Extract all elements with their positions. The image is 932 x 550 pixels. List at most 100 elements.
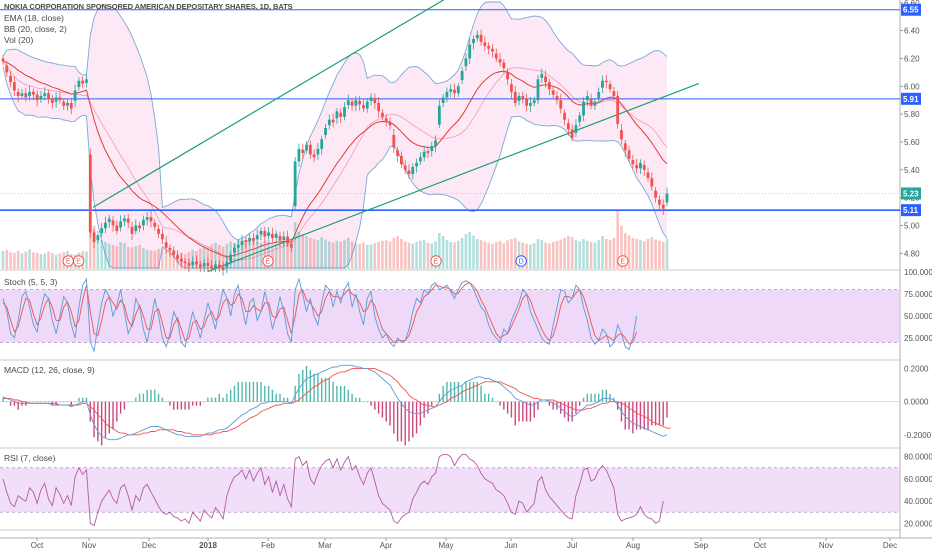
- volume-bar: [658, 240, 661, 269]
- stoch-tick-label: 50.0000: [904, 312, 932, 321]
- macd-tick-label: 0.0000: [904, 398, 929, 407]
- candle-body: [85, 79, 88, 83]
- ema-line: [2, 60, 668, 257]
- macd-histogram-bar: [427, 401, 429, 414]
- volume-bar: [593, 242, 597, 269]
- macd-histogram-bar: [207, 397, 209, 402]
- event-marker: E: [430, 255, 442, 267]
- macd-histogram-bar: [222, 397, 224, 402]
- candle-body: [437, 105, 441, 125]
- candle-body: [551, 90, 555, 95]
- macd-histogram-bar: [544, 401, 547, 403]
- candle-body: [339, 112, 343, 117]
- candle-body: [255, 235, 259, 240]
- time-tick-label: Dec: [883, 541, 897, 550]
- macd-histogram-bar: [317, 373, 319, 402]
- macd-histogram-bar: [332, 381, 334, 402]
- macd-histogram-bar: [283, 397, 285, 402]
- candle-body: [195, 261, 198, 265]
- candle-body: [464, 58, 468, 67]
- macd-histogram: [2, 365, 668, 446]
- volume-bar: [422, 239, 426, 269]
- candle-body: [593, 101, 597, 106]
- candle-body: [483, 42, 487, 46]
- event-marker-circle: [72, 255, 85, 267]
- volume-bar: [263, 241, 267, 269]
- volume-bar: [13, 252, 16, 269]
- macd-histogram-bar: [89, 401, 91, 422]
- rsi-tick-label: 80.0000: [904, 453, 932, 462]
- candle-body: [107, 218, 111, 222]
- candle-body: [369, 97, 373, 101]
- macd-histogram-bar: [271, 389, 274, 402]
- rsi-line: [2, 453, 664, 527]
- macd-histogram-bar: [104, 401, 107, 438]
- macd-histogram-bar: [256, 381, 258, 402]
- macd-histogram-bar: [264, 385, 266, 402]
- macd-histogram-bar: [579, 401, 581, 406]
- macd-histogram-bar: [567, 401, 570, 422]
- candle-body: [244, 240, 248, 243]
- volume-bar: [16, 251, 20, 269]
- volume-bar: [491, 243, 494, 269]
- macd-histogram-bar: [100, 401, 103, 446]
- candle-body: [331, 119, 335, 123]
- macd-histogram-bar: [431, 401, 433, 406]
- macd-histogram-bar: [351, 393, 353, 402]
- volume-bar: [210, 244, 213, 269]
- macd-histogram-bar: [131, 401, 133, 403]
- volume-bar: [373, 243, 377, 269]
- candle-body: [517, 96, 521, 101]
- macd-histogram-bar: [522, 401, 524, 422]
- volume-bar: [43, 253, 47, 269]
- volume-bar: [1, 251, 5, 269]
- bollinger-basis-line: [2, 60, 668, 261]
- macd-histogram-bar: [343, 385, 346, 402]
- candle-body: [566, 123, 570, 130]
- candle-body: [259, 231, 263, 235]
- candle-body: [35, 94, 39, 101]
- macd-histogram-bar: [355, 397, 357, 402]
- macd-histogram-bar: [385, 401, 387, 422]
- macd-histogram-bar: [138, 393, 141, 402]
- candle-body: [198, 264, 202, 268]
- macd-histogram-bar: [260, 381, 262, 402]
- candle-body: [92, 232, 96, 243]
- macd-histogram-bar: [298, 373, 300, 402]
- legend-vol: Vol (20): [4, 35, 34, 45]
- macd-histogram-bar: [362, 401, 365, 403]
- macd-histogram-bar: [112, 401, 114, 430]
- candle-body: [81, 80, 85, 84]
- macd-histogram-bar: [142, 393, 145, 402]
- volume-bar: [9, 252, 12, 269]
- macd-histogram-bar: [248, 381, 251, 402]
- macd-histogram-bar: [400, 401, 403, 442]
- candle-body: [312, 154, 316, 158]
- macd-histogram-bar: [415, 401, 418, 434]
- event-marker-circle: [515, 255, 527, 267]
- candle-body: [20, 93, 24, 97]
- macd-histogram-bar: [560, 401, 562, 414]
- macd-histogram-bar: [366, 401, 368, 403]
- macd-histogram-bar: [434, 401, 437, 403]
- macd-histogram-bar: [275, 393, 277, 402]
- price-tick-label: 5.00: [904, 221, 920, 230]
- volume-bar: [111, 245, 115, 269]
- candle-body: [160, 233, 164, 240]
- macd-histogram-bar: [446, 381, 448, 402]
- volume-bar: [20, 253, 24, 269]
- time-tick-label: Sep: [694, 541, 709, 550]
- volume-bar: [172, 251, 176, 269]
- volume-bar: [115, 246, 119, 269]
- candle-body: [422, 151, 426, 158]
- volume-bar: [631, 237, 635, 269]
- volume-bar: [28, 249, 31, 269]
- macd-histogram-bar: [590, 393, 592, 402]
- macd-histogram-bar: [2, 397, 4, 402]
- macd-histogram-bar: [518, 401, 520, 422]
- candles: [1, 29, 669, 276]
- candle-body: [434, 140, 437, 147]
- candle-body: [354, 100, 358, 106]
- candle-body: [286, 236, 289, 244]
